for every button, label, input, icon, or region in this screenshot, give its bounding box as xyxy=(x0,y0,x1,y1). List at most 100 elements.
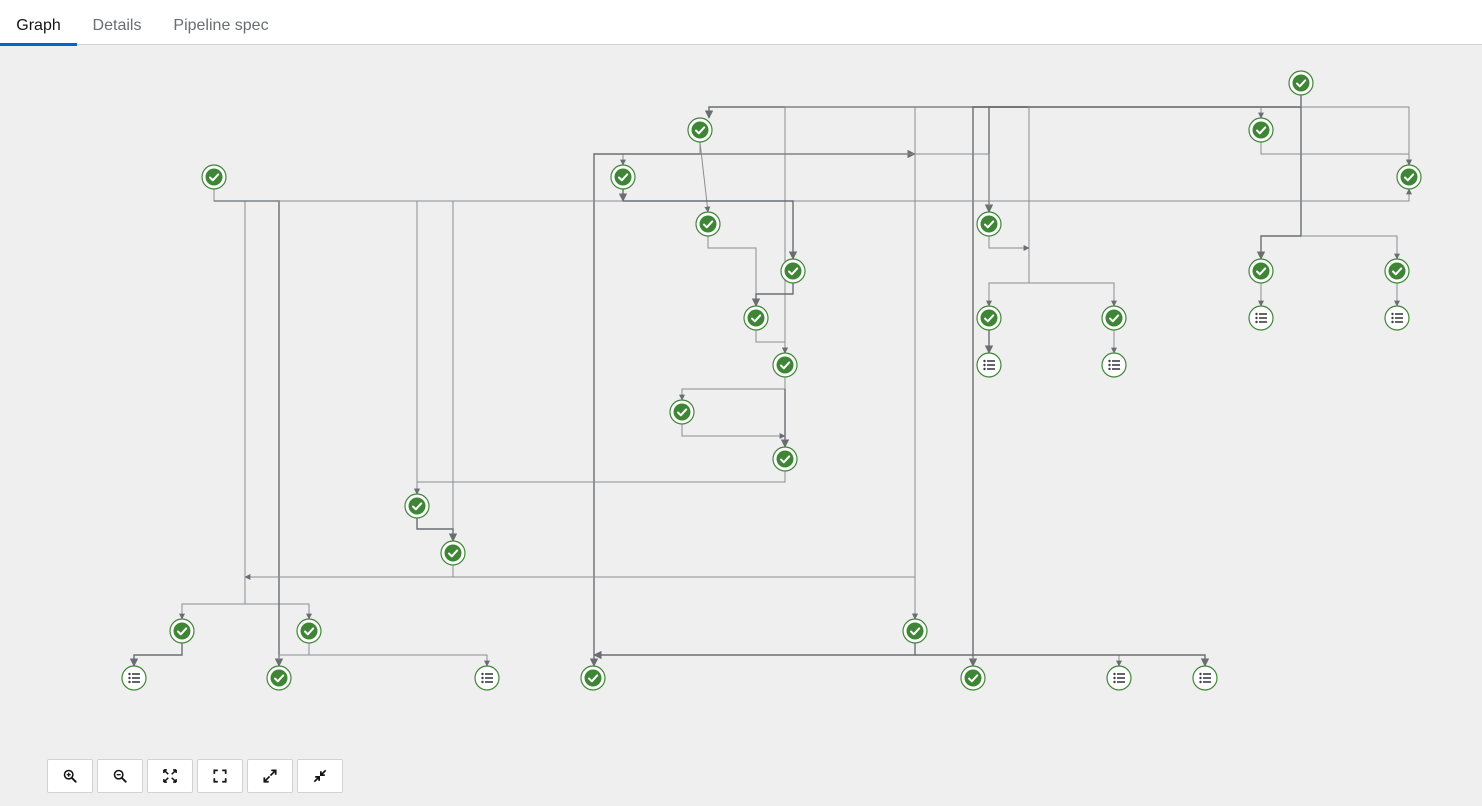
graph-edge xyxy=(214,200,284,667)
artifact-node[interactable] xyxy=(121,665,147,691)
reset-view-icon xyxy=(213,769,227,783)
graph-edge xyxy=(1301,106,1412,166)
artifact-node[interactable] xyxy=(1248,305,1274,331)
graph-edge xyxy=(755,330,788,354)
graph-edge xyxy=(309,654,490,667)
success-check-icon xyxy=(906,622,924,640)
task-node[interactable] xyxy=(902,618,928,644)
graph-edge xyxy=(700,153,992,213)
graph-edge xyxy=(915,654,1122,667)
list-icon xyxy=(128,672,140,684)
task-node[interactable] xyxy=(440,540,466,566)
graph-edge xyxy=(245,603,312,620)
task-node[interactable] xyxy=(960,665,986,691)
artifact-node[interactable] xyxy=(1101,352,1127,378)
reset-view-button[interactable] xyxy=(197,759,243,793)
graph-edge xyxy=(707,236,759,307)
task-node[interactable] xyxy=(772,446,798,472)
tab-bar: Graph Details Pipeline spec xyxy=(0,0,1482,46)
success-check-icon xyxy=(1252,262,1270,280)
task-node[interactable] xyxy=(1288,70,1314,96)
graph-edge xyxy=(213,188,1412,202)
task-node[interactable] xyxy=(780,258,806,284)
success-check-icon xyxy=(964,669,982,687)
list-icon xyxy=(1255,312,1267,324)
graph-edge xyxy=(1258,106,1301,119)
success-check-icon xyxy=(205,168,223,186)
artifact-node[interactable] xyxy=(1384,305,1410,331)
task-node[interactable] xyxy=(1248,117,1274,143)
task-node[interactable] xyxy=(201,164,227,190)
graph-edge xyxy=(414,471,786,495)
graph-edge xyxy=(276,643,310,667)
task-node[interactable] xyxy=(1248,258,1274,284)
success-check-icon xyxy=(300,622,318,640)
artifact-node[interactable] xyxy=(474,665,500,691)
success-check-icon xyxy=(173,622,191,640)
artifact-node[interactable] xyxy=(1192,665,1218,691)
success-check-icon xyxy=(776,450,794,468)
tab-graph[interactable]: Graph xyxy=(0,0,77,46)
graph-edge xyxy=(915,654,976,667)
graph-edge xyxy=(589,153,700,667)
collapse-icon xyxy=(313,769,327,783)
task-node[interactable] xyxy=(976,305,1002,331)
fit-to-screen-button[interactable] xyxy=(147,759,193,793)
task-node[interactable] xyxy=(610,164,636,190)
artifact-node[interactable] xyxy=(1106,665,1132,691)
graph-controls xyxy=(47,759,343,795)
list-icon xyxy=(1391,312,1403,324)
task-node[interactable] xyxy=(169,618,195,644)
graph-edge xyxy=(1301,235,1400,260)
task-node[interactable] xyxy=(404,493,430,519)
success-check-icon xyxy=(747,309,765,327)
list-icon xyxy=(1108,359,1120,371)
zoom-out-button[interactable] xyxy=(97,759,143,793)
task-node[interactable] xyxy=(1384,258,1410,284)
success-check-icon xyxy=(1105,309,1123,327)
fit-screen-icon xyxy=(163,769,177,783)
success-check-icon xyxy=(408,497,426,515)
zoom-in-icon xyxy=(63,769,77,783)
success-check-icon xyxy=(614,168,632,186)
task-node[interactable] xyxy=(1101,305,1127,331)
graph-edge xyxy=(1260,142,1412,166)
task-node[interactable] xyxy=(580,665,606,691)
task-node[interactable] xyxy=(1396,164,1422,190)
collapse-button[interactable] xyxy=(297,759,343,793)
zoom-out-icon xyxy=(113,769,127,783)
task-node[interactable] xyxy=(976,211,1002,237)
graph-edge xyxy=(452,565,918,620)
success-check-icon xyxy=(444,544,462,562)
graph-nodes xyxy=(121,70,1422,691)
graph-edge xyxy=(214,200,420,495)
artifact-node[interactable] xyxy=(976,352,1002,378)
zoom-in-button[interactable] xyxy=(47,759,93,793)
success-check-icon xyxy=(776,356,794,374)
pipeline-graph[interactable] xyxy=(0,46,1482,806)
graph-edge xyxy=(129,643,183,667)
task-node[interactable] xyxy=(669,399,695,425)
graph-edge xyxy=(214,200,456,542)
graph-edge xyxy=(988,236,1030,251)
success-check-icon xyxy=(980,309,998,327)
tab-pipeline-spec[interactable]: Pipeline spec xyxy=(173,17,269,34)
task-node[interactable] xyxy=(296,618,322,644)
graph-edge xyxy=(782,106,1301,354)
task-node[interactable] xyxy=(687,117,713,143)
expand-button[interactable] xyxy=(247,759,293,793)
graph-edge xyxy=(968,106,1301,667)
list-icon xyxy=(481,672,493,684)
success-check-icon xyxy=(1292,74,1310,92)
task-node[interactable] xyxy=(743,305,769,331)
graph-edge xyxy=(1256,107,1302,260)
tab-details[interactable]: Details xyxy=(92,17,142,34)
success-check-icon xyxy=(980,215,998,233)
success-check-icon xyxy=(1388,262,1406,280)
task-node[interactable] xyxy=(772,352,798,378)
task-node[interactable] xyxy=(266,665,292,691)
graph-edge xyxy=(751,283,794,307)
task-node[interactable] xyxy=(695,211,721,237)
graph-edge xyxy=(915,654,1210,667)
expand-icon xyxy=(263,769,277,783)
